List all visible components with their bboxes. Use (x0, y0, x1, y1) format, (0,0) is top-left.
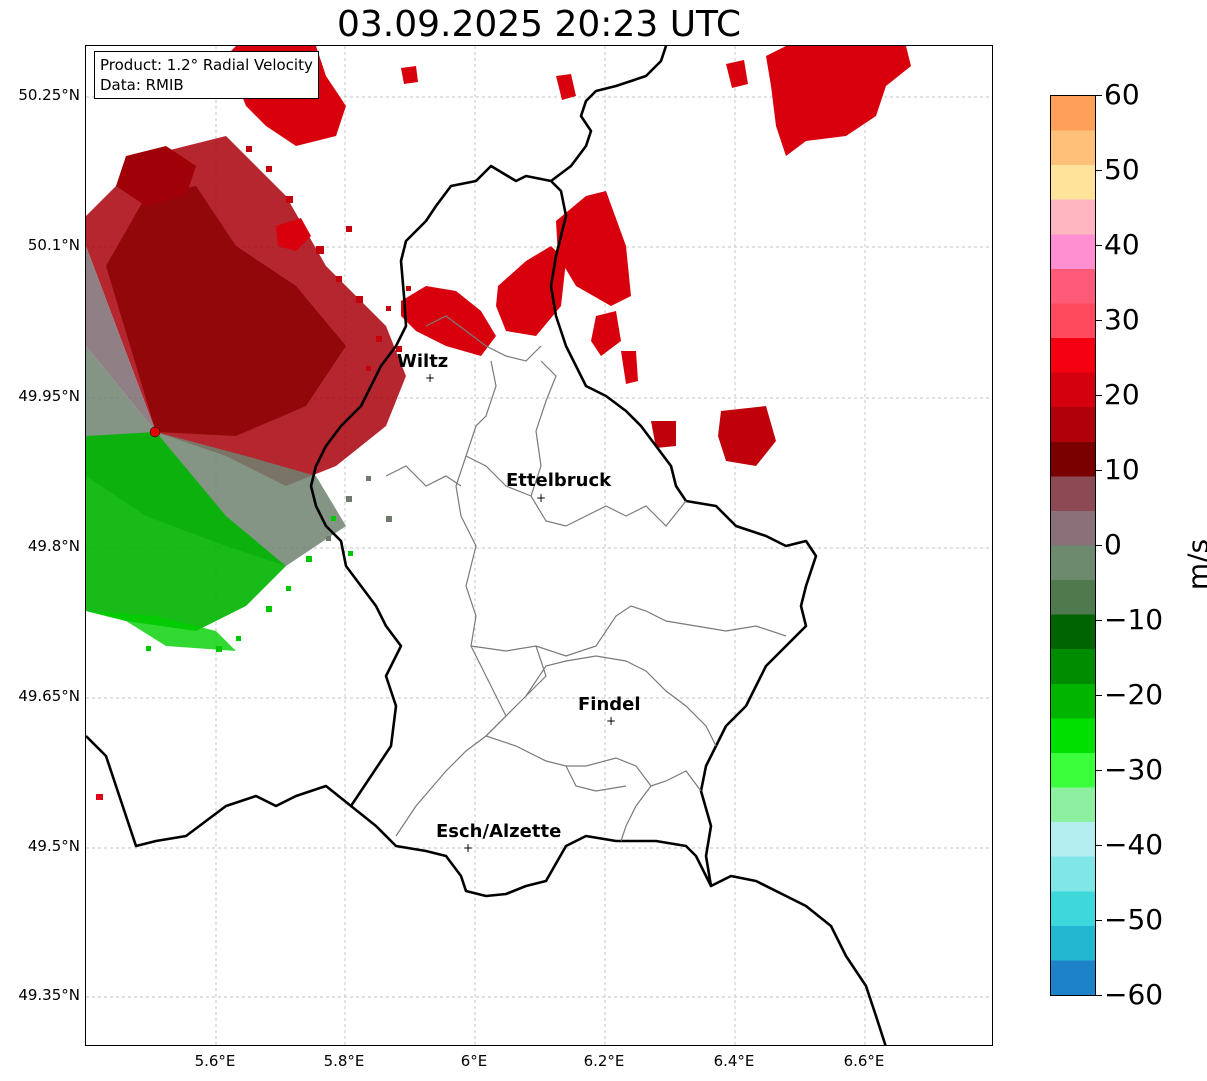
info-box: Product: 1.2° Radial Velocity Data: RMIB (94, 51, 319, 99)
country-border-north (550, 46, 668, 183)
colorbar-tick-label: −60 (1104, 978, 1164, 1011)
colorbar-tick-mark (1096, 920, 1102, 921)
colorbar-tick-mark (1096, 620, 1102, 621)
ytick-label: 49.5°N (27, 837, 80, 855)
colorbar-tick-label: −20 (1104, 678, 1164, 711)
ytick-label: 50.25°N (18, 86, 80, 104)
cell-east-2 (651, 421, 676, 448)
colorbar-label: m/s (1181, 538, 1207, 591)
city-marker-icon: + (536, 491, 547, 505)
city-label-wiltz: Wiltz (397, 351, 449, 372)
data-source-label: Data: RMIB (100, 76, 184, 94)
cell-n-small (556, 74, 576, 100)
zero-band-north (86, 246, 156, 432)
colorbar-tick-label: −10 (1104, 603, 1164, 636)
colorbar-tick-label: −40 (1104, 828, 1164, 861)
cell-mid-2 (496, 246, 566, 336)
xtick-label: 5.6°E (194, 1052, 236, 1070)
city-marker-icon: + (463, 841, 474, 855)
country-border-south (350, 804, 713, 898)
colorbar-tick-mark (1096, 320, 1102, 321)
colorbar-tick-mark (1096, 470, 1102, 471)
colorbar-tick-mark (1096, 95, 1102, 96)
map-title: 03.09.2025 20:23 UTC (336, 4, 742, 45)
colorbar-tick-label: 30 (1104, 303, 1140, 336)
cell-mid-4 (591, 311, 621, 356)
radar-site-marker (149, 426, 161, 438)
cell-nw-2 (116, 146, 196, 206)
colorbar-tick-label: 10 (1104, 453, 1140, 486)
xtick-label: 6°E (460, 1052, 488, 1070)
inbound-outer (86, 611, 236, 651)
colorbar-tick-mark (1096, 845, 1102, 846)
xtick-label: 6.2°E (583, 1052, 625, 1070)
cell-ne-small (726, 60, 748, 88)
district-borders (385, 315, 787, 842)
colorbar-tick-mark (1096, 545, 1102, 546)
velocity-field (86, 126, 411, 652)
colorbar (1050, 95, 1096, 996)
colorbar-tick-label: 20 (1104, 378, 1140, 411)
colorbar-tick-label: 0 (1104, 528, 1122, 561)
cell-small-2 (621, 351, 638, 384)
ytick-label: 49.65°N (18, 687, 80, 705)
city-marker-icon: + (425, 371, 436, 385)
colorbar-tick-label: 60 (1104, 78, 1140, 111)
colorbar-tick-mark (1096, 245, 1102, 246)
colorbar-tick-label: −50 (1104, 903, 1164, 936)
colorbar-tick-mark (1096, 395, 1102, 396)
city-marker-icon: + (606, 714, 617, 728)
xtick-label: 5.8°E (323, 1052, 365, 1070)
cell-east-1 (718, 406, 776, 466)
map-canvas (86, 46, 992, 1045)
city-label-esch: Esch/Alzette (436, 821, 562, 842)
ytick-label: 49.8°N (27, 537, 80, 555)
cell-tiny-1 (96, 794, 103, 800)
radar-map (85, 45, 993, 1046)
city-label-ettelbruck: Ettelbruck (506, 470, 612, 491)
cell-n-small-2 (401, 66, 418, 84)
outbound-dense (106, 186, 346, 436)
colorbar-tick-label: 50 (1104, 153, 1140, 186)
cell-small-1 (276, 218, 311, 251)
cell-mid-3 (556, 191, 631, 306)
cell-north-east (766, 46, 911, 156)
colorbar-tick-label: 40 (1104, 228, 1140, 261)
colorbar-tick-label: −30 (1104, 753, 1164, 786)
city-label-findel: Findel (578, 694, 641, 715)
cell-mid-1 (401, 286, 496, 356)
ytick-label: 50.1°N (27, 236, 80, 254)
colorbar-tick-mark (1096, 170, 1102, 171)
country-border (86, 164, 887, 1045)
colorbar-tick-mark (1096, 995, 1102, 996)
xtick-label: 6.6°E (843, 1052, 885, 1070)
product-label: Product: 1.2° Radial Velocity (100, 56, 313, 74)
colorbar-tick-mark (1096, 695, 1102, 696)
colorbar-tick-mark (1096, 770, 1102, 771)
xtick-label: 6.4°E (713, 1052, 755, 1070)
ytick-label: 49.35°N (18, 986, 80, 1004)
inbound-sector (86, 432, 286, 631)
ytick-label: 49.95°N (18, 387, 80, 405)
